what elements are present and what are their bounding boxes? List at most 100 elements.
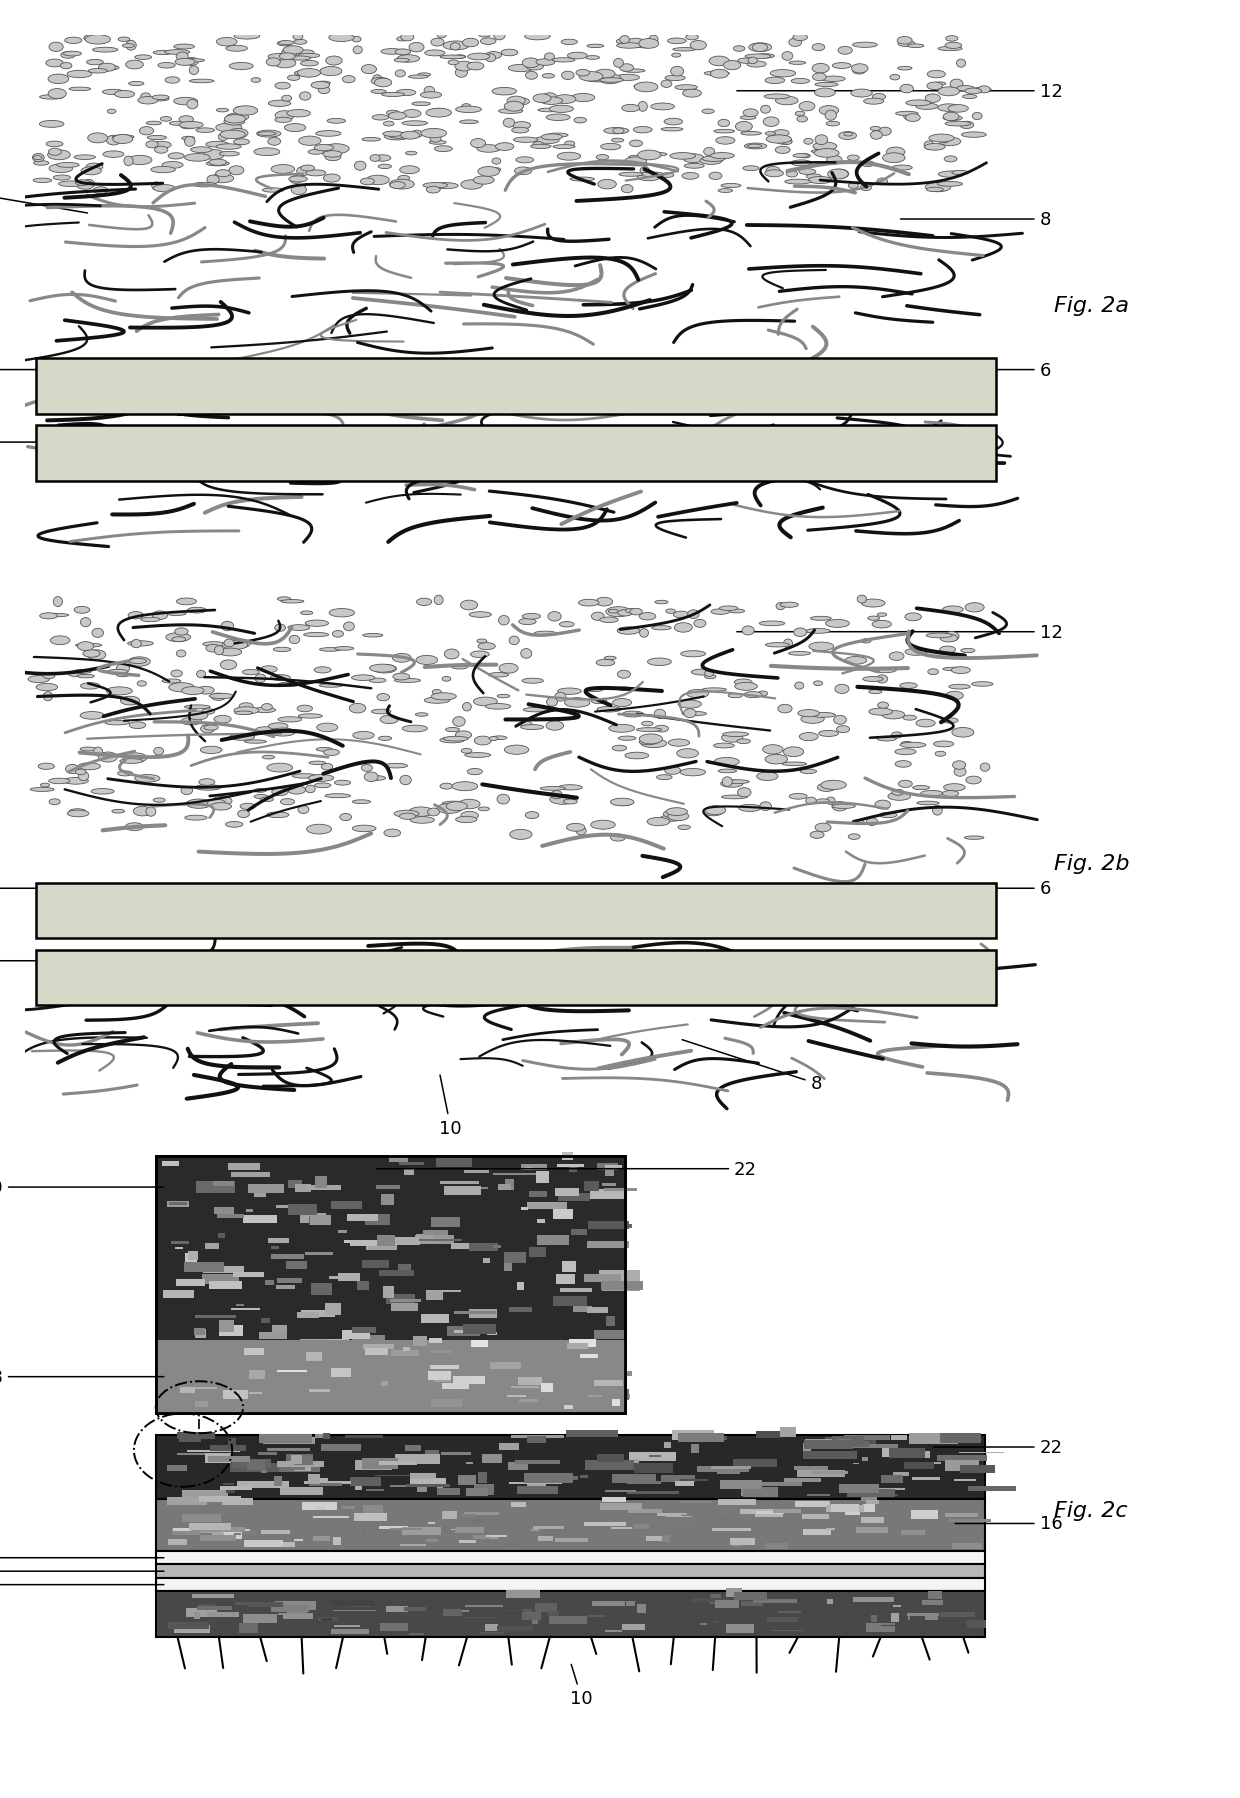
Ellipse shape	[370, 156, 381, 162]
Ellipse shape	[704, 674, 715, 680]
Ellipse shape	[275, 111, 294, 120]
Ellipse shape	[825, 111, 837, 120]
Bar	[243, 1340, 283, 1341]
Bar	[588, 1307, 608, 1313]
Ellipse shape	[210, 694, 234, 699]
Ellipse shape	[410, 816, 434, 823]
Ellipse shape	[883, 155, 905, 164]
Ellipse shape	[138, 97, 157, 104]
Ellipse shape	[124, 156, 133, 167]
Ellipse shape	[182, 59, 205, 63]
Bar	[212, 1534, 223, 1541]
Ellipse shape	[692, 669, 713, 676]
Bar	[494, 1172, 537, 1176]
Bar	[646, 1537, 665, 1541]
Ellipse shape	[853, 68, 866, 76]
Ellipse shape	[961, 133, 986, 138]
Bar	[503, 1251, 526, 1264]
Ellipse shape	[107, 137, 122, 146]
Ellipse shape	[322, 151, 342, 158]
Ellipse shape	[904, 111, 913, 120]
Bar	[401, 1354, 434, 1359]
Ellipse shape	[818, 732, 838, 737]
Bar	[228, 1352, 260, 1359]
Bar	[226, 1487, 236, 1492]
Bar	[784, 1478, 821, 1482]
Ellipse shape	[639, 741, 657, 744]
Ellipse shape	[99, 67, 119, 72]
Bar	[254, 1185, 267, 1197]
Ellipse shape	[942, 606, 963, 613]
Bar	[329, 1277, 340, 1278]
Bar	[156, 1340, 625, 1413]
Bar	[565, 1350, 587, 1361]
Bar	[195, 1314, 236, 1318]
Ellipse shape	[135, 56, 151, 61]
Ellipse shape	[46, 142, 63, 147]
Ellipse shape	[905, 613, 921, 622]
Ellipse shape	[281, 49, 298, 59]
Ellipse shape	[622, 712, 644, 717]
Bar	[36, 426, 996, 482]
Ellipse shape	[138, 681, 146, 687]
Bar	[347, 1214, 378, 1221]
Text: 6: 6	[923, 361, 1052, 379]
Ellipse shape	[665, 76, 686, 81]
Ellipse shape	[715, 138, 735, 146]
Bar	[553, 1210, 573, 1219]
Ellipse shape	[314, 667, 331, 674]
Ellipse shape	[33, 180, 52, 183]
Ellipse shape	[971, 681, 993, 687]
Ellipse shape	[498, 663, 518, 674]
Ellipse shape	[765, 77, 785, 85]
Bar	[665, 1442, 671, 1447]
Bar	[490, 1363, 521, 1370]
Ellipse shape	[804, 138, 813, 146]
Ellipse shape	[872, 620, 892, 629]
Ellipse shape	[463, 40, 479, 49]
Bar	[352, 1336, 386, 1345]
Bar	[383, 1286, 393, 1298]
Bar	[223, 1532, 242, 1539]
Bar	[523, 1609, 532, 1615]
Ellipse shape	[485, 52, 501, 59]
Ellipse shape	[226, 822, 243, 827]
Ellipse shape	[33, 156, 42, 160]
Ellipse shape	[77, 642, 94, 651]
Bar	[232, 1458, 270, 1469]
Ellipse shape	[284, 124, 306, 133]
Ellipse shape	[227, 113, 249, 122]
Ellipse shape	[831, 171, 848, 180]
Ellipse shape	[812, 74, 826, 81]
Bar	[262, 1530, 290, 1534]
Bar	[521, 1206, 528, 1210]
Ellipse shape	[477, 644, 495, 651]
Bar	[500, 1444, 520, 1451]
Ellipse shape	[939, 138, 961, 147]
Ellipse shape	[853, 820, 864, 825]
Ellipse shape	[402, 122, 428, 126]
Bar	[477, 1473, 487, 1483]
Bar	[324, 1433, 330, 1438]
Bar	[218, 1284, 234, 1286]
Ellipse shape	[298, 54, 320, 59]
Ellipse shape	[455, 108, 481, 113]
Ellipse shape	[946, 692, 963, 699]
Ellipse shape	[388, 133, 407, 138]
Ellipse shape	[440, 784, 453, 789]
Ellipse shape	[445, 728, 460, 732]
Ellipse shape	[113, 135, 133, 144]
Ellipse shape	[729, 610, 744, 613]
Ellipse shape	[492, 88, 517, 95]
Ellipse shape	[915, 104, 939, 110]
Ellipse shape	[898, 67, 911, 70]
Ellipse shape	[668, 813, 688, 822]
Bar	[295, 1185, 311, 1192]
Bar	[184, 1262, 224, 1271]
Bar	[518, 1379, 536, 1381]
Ellipse shape	[215, 716, 231, 723]
Ellipse shape	[498, 617, 510, 626]
Ellipse shape	[43, 692, 52, 701]
Ellipse shape	[951, 667, 971, 674]
Ellipse shape	[776, 138, 792, 146]
